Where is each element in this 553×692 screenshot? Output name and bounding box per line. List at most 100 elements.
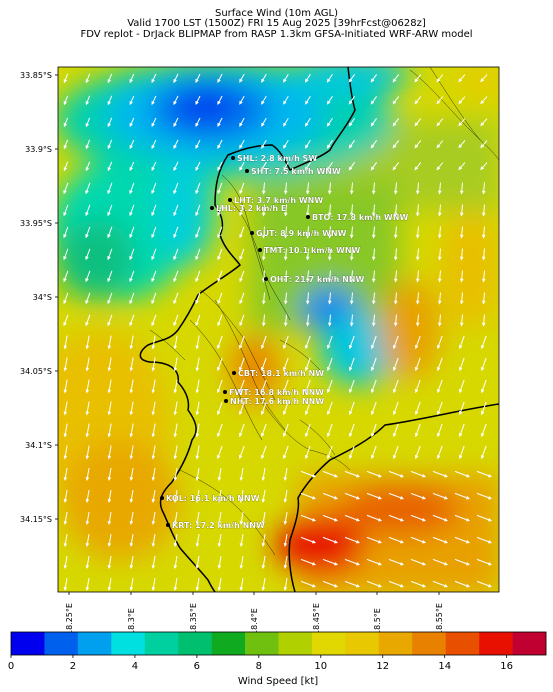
wind-arrow [328,248,332,261]
wind-arrow [239,512,244,526]
wind-arrow [458,118,466,127]
wind-arrow [476,580,493,588]
wind-arrow [63,117,69,128]
colorbar-swatch [77,632,112,655]
wind-arrow [481,445,487,460]
wind-arrow [239,445,245,460]
wind-arrow [151,534,156,548]
wind-arrow [63,556,68,570]
wind-arrow [283,401,289,416]
wind-arrow [438,270,442,283]
wind-arrow [283,95,289,105]
colorbar-swatch [345,632,380,655]
wind-arrow [349,335,355,350]
wind-arrow [388,514,405,522]
wind-arrow [217,95,223,106]
wind-arrow [432,580,449,588]
wind-arrow [482,204,486,217]
wind-arrow [414,118,422,127]
wind-arrow [173,270,179,283]
wind-arrow [372,204,376,217]
wind-arrow [416,270,420,283]
wind-arrow [482,226,486,239]
station-dot [210,206,214,210]
lon-tick-label: 18.5°E [373,608,382,635]
wind-arrow [350,248,354,261]
terrain-contours [149,67,499,556]
wind-arrow [304,73,311,83]
wind-arrow [458,74,466,83]
wind-arrow [173,204,179,217]
wind-arrow [458,140,466,149]
wind-arrow [129,139,135,150]
station-label-bto: BTO: 17.8 km/h WNW [312,213,408,222]
station-dot [228,198,232,202]
wind-arrow [63,468,68,482]
wind-arrow [283,534,288,548]
wind-arrow [63,379,68,394]
wind-arrow [217,335,223,350]
wind-arrow [349,379,355,394]
wind-arrow [217,445,223,460]
wind-arrow [410,470,427,478]
wind-arrow [304,139,311,149]
colorbar-swatch [512,632,547,655]
wind-arrow [239,357,245,372]
wind-arrow [326,73,333,83]
wind-arrow [261,95,267,105]
wind-arrow [415,379,421,394]
wind-arrow [151,314,157,327]
station-label-fwt: FWT: 16.8 km/h NNW [229,388,324,397]
station-label-tmt: TMT: 10.1 km/h WNW [264,246,361,255]
colorbar-swatch [44,632,79,655]
wind-arrow [284,270,288,283]
wind-arrow [107,556,112,570]
wind-arrow [107,73,113,84]
wind-arrow [415,423,421,438]
wind-arrow [327,423,333,438]
wind-arrow [107,512,112,526]
wind-arrow [454,580,471,588]
wind-arrow [239,423,245,438]
wind-arrow [85,512,90,526]
lon-tick-label: 18.25°E [65,603,74,635]
colorbar-swatch [245,632,279,655]
wind-arrow [437,335,443,350]
wind-arrow [305,335,311,350]
wind-arrow [151,117,157,128]
wind-arrow [129,423,134,438]
colorbar-swatch [479,632,513,655]
wind-arrow [63,578,68,592]
wind-arrow [393,445,399,460]
wind-arrow [481,335,487,350]
wind-arrow [388,536,405,544]
wind-arrow [107,490,112,504]
wind-arrow [328,270,332,283]
wind-arrow [459,379,465,394]
wind-arrow [195,182,201,195]
lat-tick-label: 34.15°S [20,515,52,524]
wind-arrow [217,117,223,128]
wind-arrow [239,204,245,217]
wind-arrow [107,182,113,195]
wind-arrow [480,140,488,149]
wind-arrow [85,292,91,305]
wind-arrow [63,512,68,526]
wind-arrow [151,379,156,394]
wind-arrow [349,445,355,460]
wind-arrow [322,492,339,500]
wind-arrow [173,578,178,592]
wind-arrow [217,292,223,305]
map-frame [57,66,500,593]
wind-arrow [129,117,135,128]
wind-arrow [85,182,91,195]
lat-tick-label: 34.1°S [25,441,52,450]
station-markers: SHL: 2.8 km/h SW SHT: 7.5 km/h WNW LHT: 3.… [160,154,409,530]
wind-arrow [416,248,420,261]
wind-arrow [261,445,267,460]
colorbar-swatch [311,632,346,655]
wind-arrow [392,74,400,83]
wind-arrow [322,536,339,544]
wind-arrow [344,558,361,566]
wind-arrow [151,292,157,305]
